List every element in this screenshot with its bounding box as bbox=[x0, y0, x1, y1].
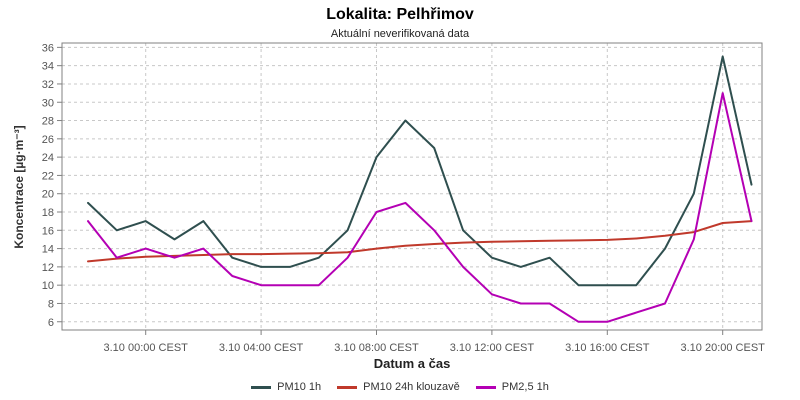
series-line-pm10-1h bbox=[87, 55, 753, 287]
x-tick-label: 3.10 00:00 CEST bbox=[104, 342, 189, 354]
series-line-pm10-24h-klouzav- bbox=[87, 220, 753, 263]
y-tick-label: 20 bbox=[42, 189, 54, 201]
y-tick-label: 6 bbox=[48, 317, 54, 329]
chart-title: Lokalita: Pelhřimov bbox=[326, 6, 474, 23]
y-tick-label: 36 bbox=[42, 42, 54, 54]
y-axis-title: Koncentrace [µg·m⁻³] bbox=[12, 125, 26, 249]
x-tick-label: 3.10 20:00 CEST bbox=[681, 342, 766, 354]
y-tick-label: 10 bbox=[42, 280, 54, 292]
y-tick-label: 24 bbox=[42, 152, 54, 164]
y-tick-label: 14 bbox=[42, 244, 54, 256]
y-tick-label: 28 bbox=[42, 116, 54, 128]
y-tick-label: 34 bbox=[42, 61, 54, 73]
x-tick-label: 3.10 16:00 CEST bbox=[565, 342, 650, 354]
legend-item-label: PM10 24h klouzavě bbox=[363, 381, 460, 393]
legend-item-pm10-24h[interactable]: PM10 24h klouzavě bbox=[337, 381, 460, 393]
x-tick-label: 3.10 04:00 CEST bbox=[219, 342, 304, 354]
y-tick-label: 8 bbox=[48, 298, 54, 310]
y-tick-label: 26 bbox=[42, 134, 54, 146]
legend-line-icon bbox=[475, 385, 496, 389]
legend: PM10 1h PM10 24h klouzavě PM2,5 1h bbox=[0, 381, 800, 393]
y-tick-label: 22 bbox=[42, 170, 54, 182]
plot-border bbox=[61, 42, 763, 331]
y-tick-label: 30 bbox=[42, 97, 54, 109]
legend-item-pm25-1h[interactable]: PM2,5 1h bbox=[475, 381, 549, 393]
y-tick-label: 32 bbox=[42, 79, 54, 91]
y-tick-label: 12 bbox=[42, 262, 54, 274]
x-tick-label: 3.10 12:00 CEST bbox=[450, 342, 535, 354]
legend-item-label: PM2,5 1h bbox=[501, 381, 549, 393]
legend-item-label: PM10 1h bbox=[277, 381, 322, 393]
legend-item-pm10-1h[interactable]: PM10 1h bbox=[251, 381, 321, 393]
x-axis-title: Datum a čas bbox=[373, 356, 451, 371]
chart-subtitle: Aktuální neverifikovaná data bbox=[330, 28, 470, 40]
legend-line-icon bbox=[337, 385, 358, 389]
y-tick-label: 16 bbox=[42, 225, 54, 237]
legend-line-icon bbox=[251, 385, 272, 389]
series-line-pm2-5-1h bbox=[87, 92, 753, 323]
x-tick-label: 3.10 08:00 CEST bbox=[334, 342, 419, 354]
y-tick-label: 18 bbox=[42, 207, 54, 219]
